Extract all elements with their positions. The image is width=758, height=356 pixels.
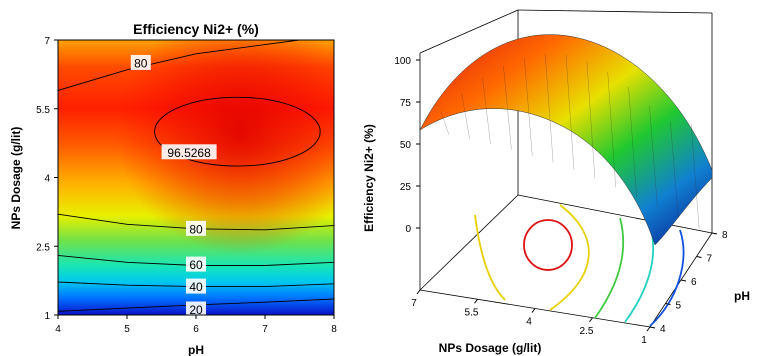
surface-x-label: NPs Dosage (g/lit): [439, 341, 542, 355]
contour-96: [154, 96, 321, 167]
floor-contour-80b: [549, 204, 590, 311]
mesh-line: [482, 78, 491, 145]
ph-tick-mark: [680, 279, 687, 282]
contour-plot: Efficiency Ni2+ (%) 20 40 60 80 80 96.5268 4 5…: [9, 21, 337, 356]
ph-tick-label: 7: [707, 254, 713, 265]
surface-z-label: Efficiency Ni2+ (%): [362, 124, 376, 232]
mesh-line: [670, 121, 679, 218]
dosage-tick-label: 1: [641, 335, 647, 346]
mesh-line: [690, 124, 700, 229]
dosage-tick-label: 2.5: [580, 326, 594, 337]
contour-label-bg: [186, 301, 206, 317]
dosage-tick-label: 5.5: [465, 307, 479, 318]
z-tick-label: 0: [405, 224, 411, 235]
surface-dosage-ticks: 7 5.5 4 2.5 1: [411, 289, 651, 346]
ph-tick-mark: [711, 232, 718, 235]
floor-contour-20: [649, 229, 685, 327]
dosage-tick-label: 7: [411, 298, 417, 309]
mesh-line: [524, 57, 533, 156]
dosage-tick-mark: [474, 298, 478, 304]
ph-tick-label: 5: [676, 301, 682, 312]
x-tick-label: 4: [55, 324, 61, 335]
surface-z-ticks: 0 25 50 75 100: [394, 56, 420, 235]
mesh-line: [503, 66, 512, 150]
ph-tick-mark: [649, 326, 656, 329]
surface-mesh: [440, 53, 700, 229]
contour-label-bg: [130, 54, 151, 70]
floor-contour-96: [523, 219, 573, 271]
ph-tick-mark: [665, 303, 671, 305]
mesh-line: [628, 87, 637, 197]
contour-label-bg: [186, 256, 206, 272]
z-tick-label: 75: [400, 98, 412, 109]
dosage-tick-label: 4: [526, 317, 532, 328]
y-tick-label: 7: [44, 36, 50, 47]
y-tick-label: 5.5: [36, 105, 50, 116]
surface-ph-ticks: 4 5 6 7 8: [649, 230, 728, 335]
floor-contour-80a: [474, 214, 506, 301]
y-tick-label: 2.5: [36, 242, 50, 253]
mesh-line: [607, 71, 616, 188]
ph-tick-label: 4: [660, 324, 666, 335]
floor-contour-60: [594, 217, 624, 319]
x-tick-label: 7: [262, 324, 268, 335]
contour-labels: 20 40 60 80 80 96.5268: [130, 54, 217, 317]
contour-label-bg: [161, 144, 217, 160]
surface-y-label: pH: [734, 289, 750, 303]
contour-x-ticks: 4 5 6 7 8: [55, 315, 337, 335]
ph-tick-mark: [696, 256, 702, 258]
contour-fill: [58, 40, 334, 315]
contour-y-ticks: 1 2.5 4 5.5 7: [36, 36, 58, 322]
mesh-line: [565, 55, 575, 171]
dosage-tick-mark: [531, 308, 536, 313]
y-tick-label: 4: [44, 174, 50, 185]
mesh-line: [649, 105, 658, 208]
floor-contour-40: [624, 224, 654, 323]
y-tick-label: 1: [44, 311, 50, 322]
mesh-line: [440, 111, 450, 135]
contour-label: 80: [134, 56, 148, 70]
contour-y-label: NPs Dosage (g/lit): [9, 127, 23, 230]
z-tick-label: 50: [400, 140, 412, 151]
dosage-tick-mark: [589, 317, 593, 323]
box-floor-back: [517, 194, 713, 234]
box-floor-left: [419, 194, 519, 291]
contour-label: 96.5268: [167, 146, 211, 160]
mesh-line: [544, 53, 554, 163]
contour-x-label: pH: [188, 343, 204, 356]
box-edge-top-right: [517, 9, 713, 14]
contour-label-bg: [186, 220, 206, 236]
z-tick-label: 25: [400, 182, 412, 193]
mesh-line: [586, 61, 596, 179]
contour-label: 60: [189, 258, 203, 272]
box-edge-top-back: [419, 9, 519, 54]
x-tick-label: 5: [124, 324, 130, 335]
dosage-tick-mark: [416, 289, 421, 295]
contour-label: 80: [189, 222, 203, 236]
contour-label: 40: [189, 280, 203, 294]
ph-tick-label: 8: [722, 230, 728, 241]
contour-hot-region: [58, 40, 334, 315]
surface-box: [419, 9, 713, 328]
surface-plot: 0 25 50 75 100 7 5.5 4 2.5 1 4 5 6 7 8 Efficiency Ni…: [362, 9, 750, 355]
mesh-line: [461, 93, 470, 140]
x-tick-label: 8: [331, 324, 337, 335]
response-surface: [419, 34, 713, 246]
x-tick-label: 6: [193, 324, 199, 335]
z-tick-label: 100: [394, 56, 411, 67]
contour-title: Efficiency Ni2+ (%): [133, 21, 259, 37]
ph-tick-label: 6: [691, 277, 697, 288]
contour-80-high: [57, 39, 300, 91]
contour-label: 20: [189, 303, 203, 317]
dosage-tick-mark: [646, 326, 651, 332]
contour-label-bg: [186, 278, 206, 294]
